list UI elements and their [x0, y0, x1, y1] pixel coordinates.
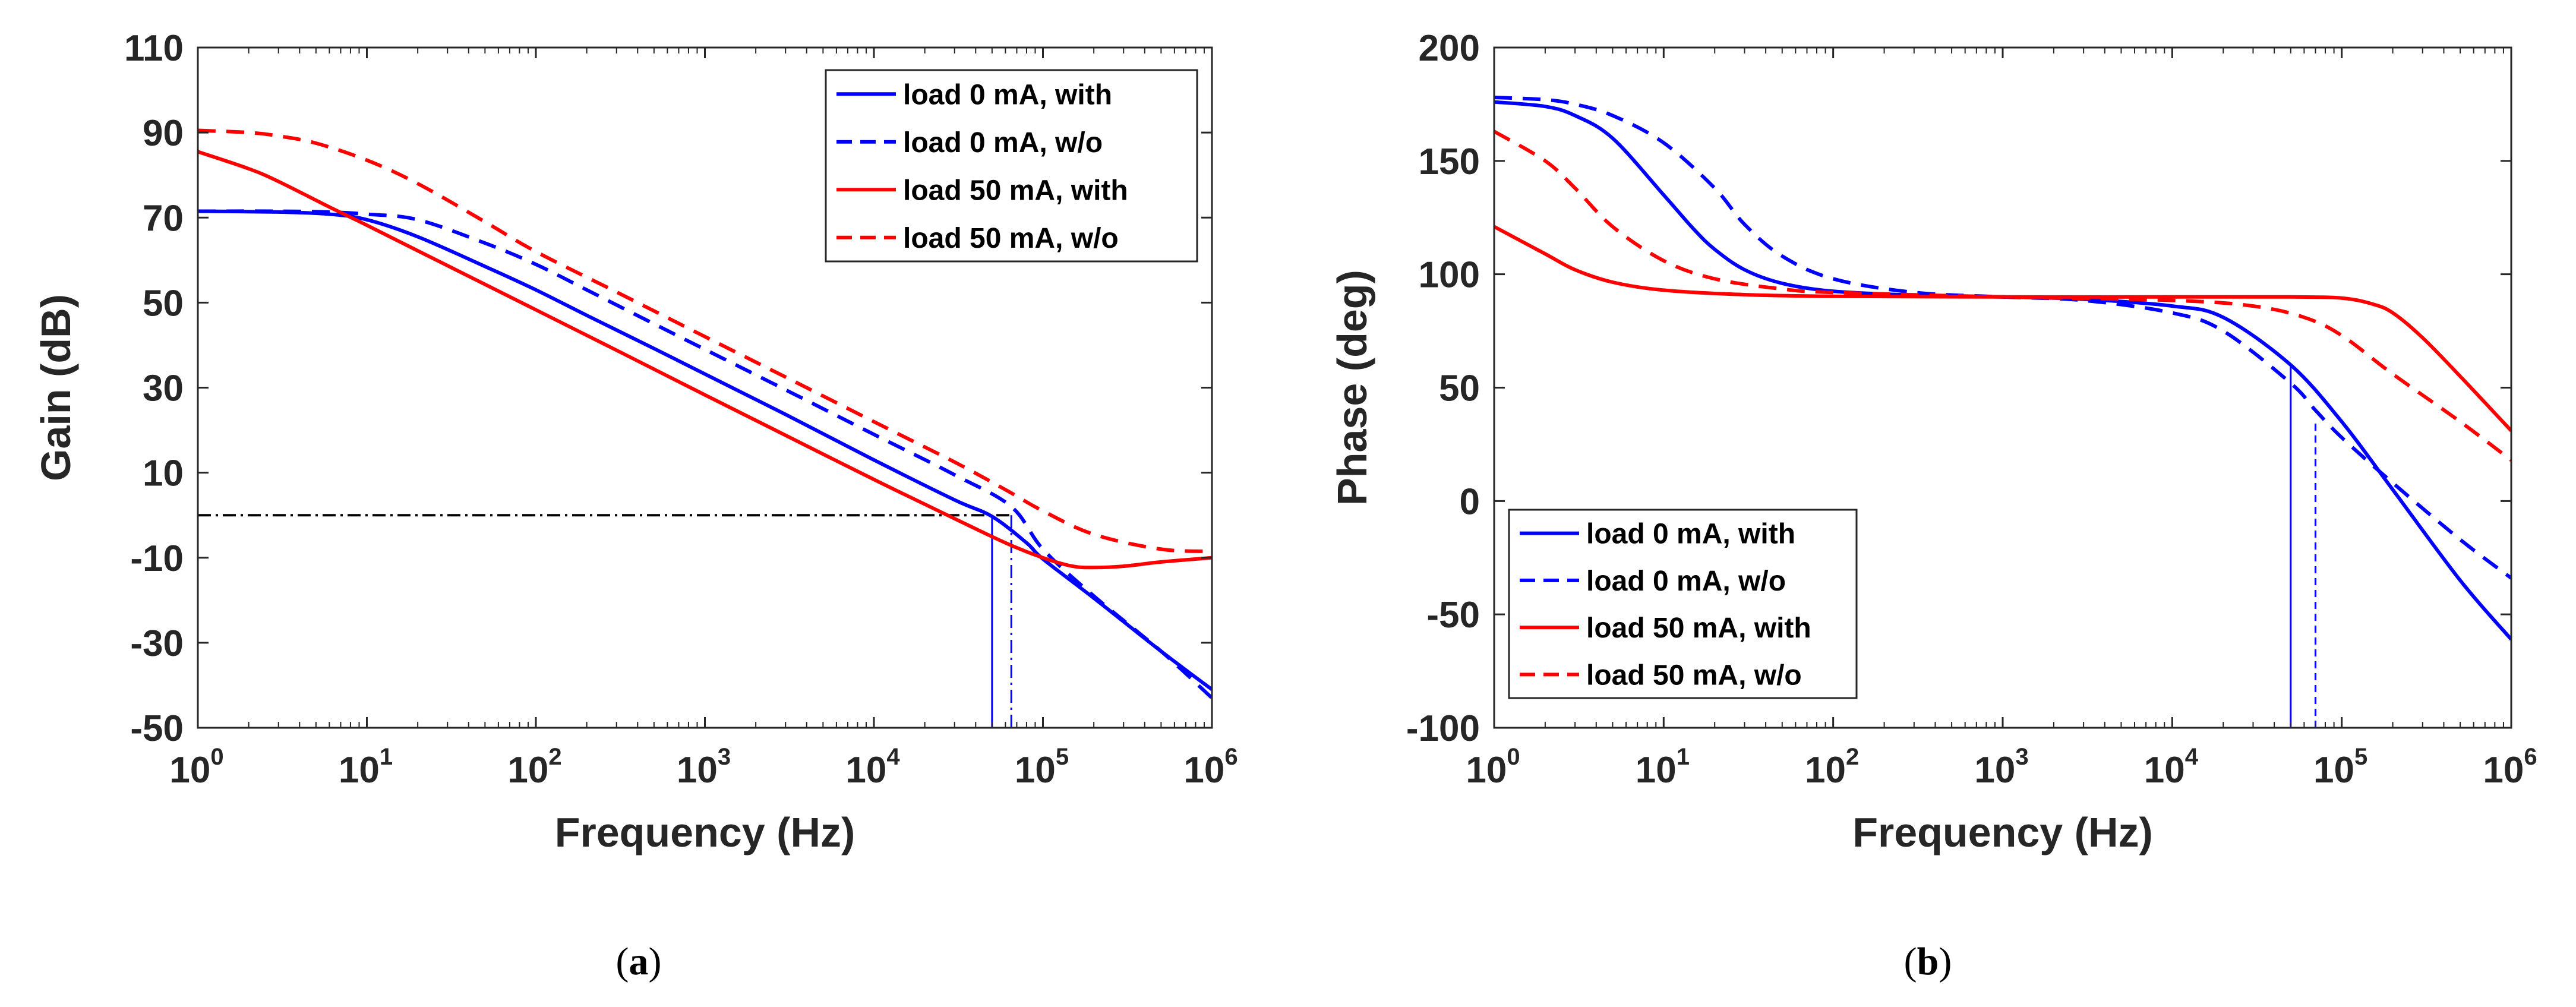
phase-x-tick-label: 102	[1805, 744, 1859, 791]
gain-series-1	[198, 209, 1212, 692]
phase-y-tick-label: 100	[1419, 255, 1480, 296]
phase-chart: -100 -50 0 50 100 150 200 100 101 102 103 104 105 106…	[1329, 28, 2537, 983]
gain-legend-label-2: load 0 mA, w/o	[903, 127, 1103, 159]
phase-y-tick-label: 0	[1460, 481, 1480, 522]
gain-legend-label-4: load 50 mA, w/o	[903, 223, 1119, 254]
phase-legend-label-4: load 50 mA, w/o	[1586, 659, 1802, 691]
phase-y-tick-label: 150	[1419, 141, 1480, 182]
gain-x-tick-label: 104	[845, 744, 900, 791]
gain-y-axis-title: Gain (dB)	[33, 294, 79, 481]
gain-x-tick-label: 100	[169, 744, 223, 791]
phase-y-axis-title: Phase (deg)	[1329, 270, 1375, 506]
phase-y-tick-label: -50	[1426, 595, 1480, 636]
phase-y-tick-label: 200	[1419, 28, 1480, 69]
gain-y-tick-label: 110	[124, 28, 184, 69]
phase-x-tick-label: 104	[2144, 744, 2199, 791]
gain-series-2	[198, 209, 1212, 700]
caption-b-letter: b	[1917, 940, 1939, 983]
phase-legend-box	[1508, 509, 1858, 699]
gain-y-tick-label: 30	[143, 368, 184, 409]
gain-x-tick-label: 105	[1015, 744, 1069, 791]
gain-x-tick-label: 103	[677, 744, 731, 791]
phase-series-4	[1494, 130, 2511, 462]
phase-ticks: -100 -50 0 50 100 150 200 100 101 102 103 104 105 106	[1406, 28, 2537, 791]
phase-x-tick-label: 100	[1466, 744, 1520, 791]
gain-chart: -50 -30 -10 10 30 50 70 90 110 100 101 102 103 104 105…	[33, 28, 1238, 983]
gain-y-tick-label: -50	[130, 708, 184, 749]
phase-curves	[1494, 96, 2511, 728]
gain-x-axis-title: Frequency (Hz)	[555, 809, 855, 856]
gain-legend-box	[825, 69, 1198, 263]
caption-a: (a)	[616, 940, 662, 983]
phase-legend-label-2: load 0 mA, w/o	[1586, 566, 1786, 597]
gain-x-tick-label: 101	[339, 744, 393, 791]
phase-legend-label-3: load 50 mA, with	[1586, 613, 1811, 644]
gain-y-tick-label: 90	[143, 113, 184, 154]
phase-series-3	[1494, 225, 2511, 433]
phase-x-tick-label: 103	[1974, 744, 2028, 791]
gain-legend: load 0 mA, with load 0 mA, w/o load 50 mA,…	[825, 69, 1198, 263]
gain-x-tick-label: 102	[507, 744, 561, 791]
phase-x-tick-label: 101	[1636, 744, 1690, 791]
gain-legend-label-3: load 50 mA, with	[903, 175, 1128, 206]
phase-y-tick-label: -100	[1406, 708, 1480, 749]
phase-x-tick-label: 106	[2483, 744, 2537, 791]
gain-series-4	[198, 128, 1212, 553]
gain-y-tick-label: -30	[130, 623, 184, 664]
gain-y-tick-label: 70	[143, 198, 184, 239]
gain-y-tick-label: 50	[143, 283, 184, 324]
gain-y-tick-label: 10	[143, 453, 184, 494]
phase-legend: load 0 mA, with load 0 mA, w/o load 50 mA,…	[1508, 509, 1858, 699]
caption-a-letter: a	[629, 940, 649, 983]
gain-x-tick-label: 106	[1183, 744, 1238, 791]
caption-b: (b)	[1904, 940, 1952, 983]
phase-y-tick-label: 50	[1439, 368, 1480, 409]
phase-x-tick-label: 105	[2313, 744, 2367, 791]
phase-legend-label-1: load 0 mA, with	[1586, 519, 1795, 550]
gain-curves	[198, 128, 1212, 728]
gain-ticks: -50 -30 -10 10 30 50 70 90 110 100 101 102 103 104 105…	[124, 28, 1238, 791]
gain-series-3	[198, 150, 1212, 570]
phase-series-2	[1494, 96, 2511, 580]
gain-legend-label-1: load 0 mA, with	[903, 79, 1112, 111]
gain-y-tick-label: -10	[130, 538, 184, 579]
phase-x-axis-title: Frequency (Hz)	[1852, 809, 2153, 856]
